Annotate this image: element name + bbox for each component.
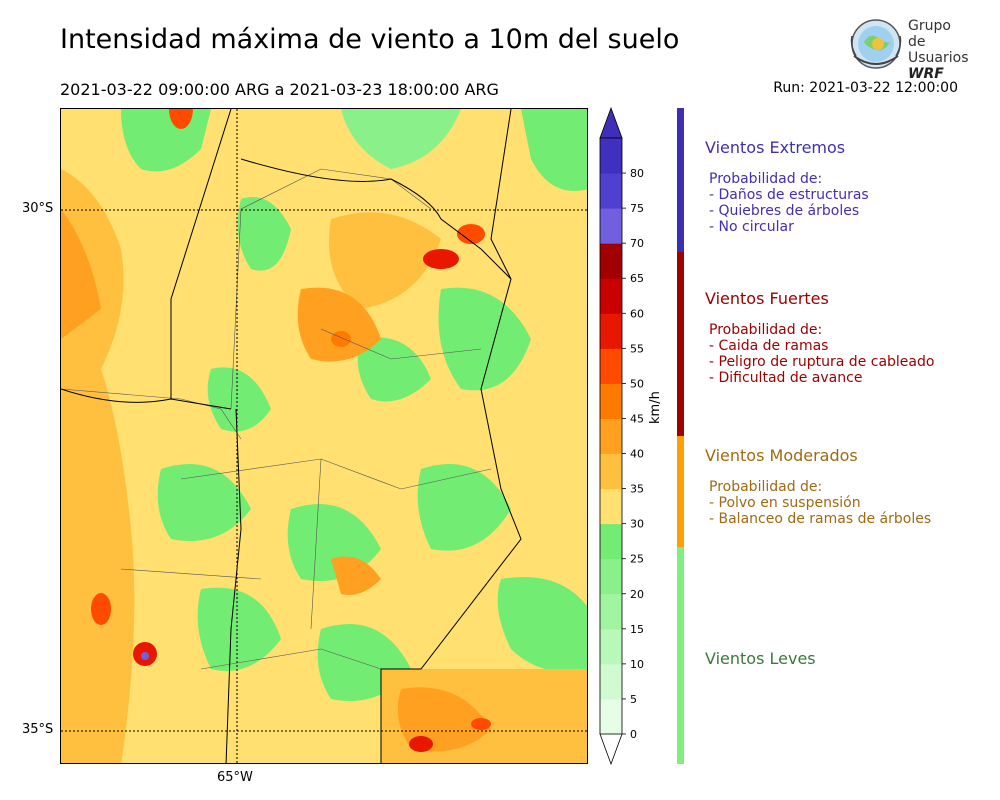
- category-bar: [677, 436, 684, 547]
- colorbar-tick-label: 70: [630, 237, 644, 250]
- grupo-wrf-logo: Grupo de Usuarios WRF: [848, 16, 970, 82]
- run-time: Run: 2021-03-22 12:00:00: [773, 80, 958, 96]
- colorbar-tick-label: 35: [630, 483, 644, 496]
- colorbar-segment: [600, 313, 622, 349]
- colorbar-tick-label: 75: [630, 202, 644, 215]
- colorbar-tick-label: 65: [630, 272, 644, 285]
- colorbar-tick-label: 60: [630, 307, 644, 320]
- wind-category-line: - Dificultad de avance: [709, 370, 863, 386]
- colorbar-tick-label: 40: [630, 448, 644, 461]
- wind-category-details: Probabilidad de: - Polvo en suspensión - B…: [709, 479, 931, 527]
- colorbar-segment: [600, 348, 622, 384]
- colorbar-tick-label: 20: [630, 588, 644, 601]
- wind-category-line: Probabilidad de:: [709, 479, 823, 495]
- chart-title: Intensidad máxima de viento a 10m del su…: [60, 24, 680, 55]
- colorbar-tick-label: 10: [630, 658, 644, 671]
- colorbar-segment: [600, 523, 622, 560]
- colorbar-tick-label: 5: [630, 693, 637, 706]
- lat-label-30s: 30°S: [22, 201, 54, 216]
- wind-category-details: Probabilidad de: - Daños de estructuras - …: [709, 171, 869, 235]
- forecast-period: 2021-03-22 09:00:00 ARG a 2021-03-23 18:…: [60, 80, 499, 99]
- wind-category-title: Vientos Leves: [705, 649, 816, 668]
- colorbar-segment: [600, 628, 622, 665]
- colorbar-segment: [600, 138, 622, 174]
- colorbar-tick-label: 25: [630, 553, 644, 566]
- wind-category-title: Vientos Extremos: [705, 138, 846, 157]
- wind-field: [61, 109, 587, 763]
- colorbar-segment: [600, 698, 622, 735]
- colorbar-tick-label: 45: [630, 412, 644, 425]
- category-bar: [677, 108, 684, 252]
- colorbar-segment: [600, 453, 622, 490]
- wind-category-title: Vientos Fuertes: [705, 289, 829, 308]
- colorbar-unit: km/h: [648, 391, 663, 424]
- colorbar-low-extend: [599, 733, 623, 766]
- wind-category-line: - Daños de estructuras: [709, 187, 869, 203]
- colorbar-segment: [600, 173, 622, 209]
- wind-category: Vientos Leves: [705, 649, 816, 668]
- category-bar: [677, 547, 684, 764]
- colorbar-segment: [600, 383, 622, 419]
- wind-category-line: - No circular: [709, 219, 794, 235]
- wind-category-line: - Polvo en suspensión: [709, 495, 861, 511]
- wind-category: Vientos Fuertes Probabilidad de: - Caida d…: [705, 289, 934, 386]
- wind-category-line: - Balanceo de ramas de árboles: [709, 511, 932, 527]
- logo-line-3: WRF: [908, 66, 944, 82]
- wind-category-title: Vientos Moderados: [705, 446, 858, 465]
- colorbar-segment: [600, 558, 622, 595]
- colorbar: 0 5 10 15 20 25 30 35 40 45 50 55 60 65 70 75 80: [599, 106, 644, 766]
- colorbar-segment: [600, 278, 622, 314]
- colorbar-high-extend: [599, 106, 623, 139]
- category-bar: [677, 252, 684, 436]
- globe-icon: [850, 19, 902, 69]
- colorbar-tick-label: 30: [630, 518, 644, 531]
- colorbar-segment: [600, 418, 622, 455]
- wind-category-line: Probabilidad de:: [709, 322, 823, 338]
- colorbar-tick-label: 55: [630, 342, 644, 355]
- colorbar-tick-label: 0: [630, 728, 637, 741]
- wind-category-line: - Quiebres de árboles: [709, 203, 860, 219]
- wind-category-line: Probabilidad de:: [709, 171, 823, 187]
- wind-category-details: Probabilidad de: - Caida de ramas - Peligr…: [709, 322, 934, 386]
- colorbar-frame: [599, 137, 623, 735]
- logo-line-1: Grupo de: [908, 18, 951, 50]
- colorbar-segment: [600, 208, 622, 244]
- logo-line-2: Usuarios: [908, 50, 969, 66]
- wind-category: Vientos Extremos Probabilidad de: - Daños …: [705, 138, 869, 235]
- colorbar-segment: [600, 663, 622, 700]
- lon-label-65w: 65°W: [217, 770, 253, 785]
- wind-category-line: - Caida de ramas: [709, 338, 829, 354]
- wind-category-line: - Peligro de ruptura de cableado: [709, 354, 935, 370]
- lat-label-35s: 35°S: [22, 722, 54, 737]
- colorbar-tick-label: 80: [630, 167, 644, 180]
- colorbar-segment: [600, 593, 622, 630]
- colorbar-segment: [600, 488, 622, 525]
- wind-map: [60, 108, 588, 764]
- colorbar-tick-label: 15: [630, 623, 644, 636]
- wind-category: Vientos Moderados Probabilidad de: - Polvo…: [705, 446, 931, 527]
- colorbar-segment: [600, 243, 622, 279]
- colorbar-tick-label: 50: [630, 377, 644, 390]
